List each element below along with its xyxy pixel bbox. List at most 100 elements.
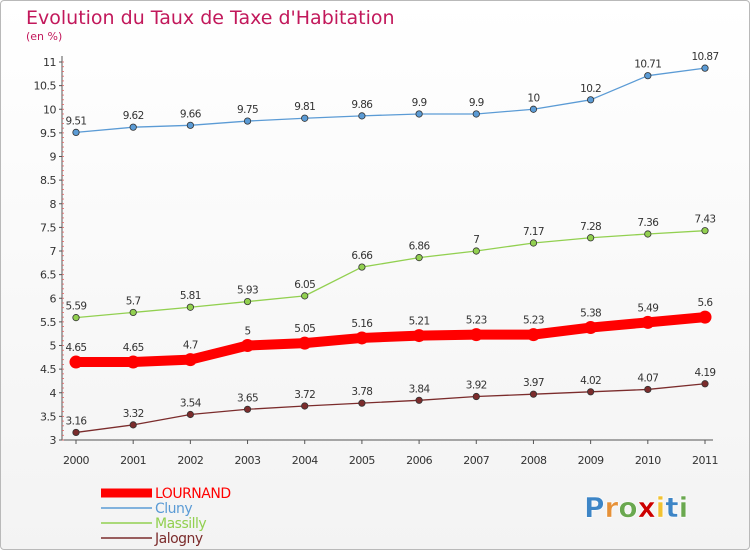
series-cluny: 9.51 9.62 9.66 9.75 9.81 9.86 9.9 9.9 10 10.2 10.7… — [66, 51, 719, 137]
data-point — [469, 328, 483, 342]
data-point — [472, 247, 480, 255]
logo-letter: r — [605, 491, 619, 524]
data-label: 6.05 — [294, 279, 315, 291]
data-label: 5.23 — [523, 315, 544, 327]
data-label: 5.59 — [66, 301, 87, 313]
y-tick-label: 8 — [50, 198, 57, 211]
x-tick-label: 2002 — [177, 454, 203, 467]
data-point — [186, 410, 194, 419]
data-point — [641, 315, 655, 329]
y-tick-label: 3 — [50, 434, 57, 447]
y-tick-label: 5.5 — [40, 316, 56, 329]
data-point — [412, 329, 426, 343]
chart-subtitle: (en %) — [26, 30, 62, 43]
y-tick-label: 8.5 — [40, 174, 56, 187]
data-label: 4.07 — [637, 372, 658, 384]
legend-item: LOURNAND — [101, 486, 231, 502]
data-point — [358, 112, 366, 120]
data-label: 9.9 — [412, 97, 427, 109]
series-lournand: 4.65 4.65 4.7 5 5.05 5.16 5.21 5.23 5.23 5.38 5.49… — [66, 297, 714, 369]
data-point — [183, 353, 197, 367]
data-label: 5.49 — [637, 302, 658, 314]
series-line — [76, 312, 706, 368]
y-tick-label: 4.5 — [40, 363, 56, 376]
data-point — [698, 310, 712, 324]
data-label: 5.21 — [409, 316, 430, 328]
logo-letter: o — [618, 491, 637, 524]
data-point — [358, 399, 366, 407]
data-point — [415, 396, 423, 404]
x-tick-label: 2008 — [520, 454, 546, 467]
data-point — [587, 234, 595, 242]
series-jalogny: 3.16 3.32 3.54 3.65 3.72 3.78 3.84 3.92 3.97 4.02… — [66, 367, 716, 437]
data-label: 4.65 — [66, 342, 87, 354]
x-tick-label: 2007 — [463, 454, 489, 467]
x-tick-label: 2004 — [292, 454, 318, 467]
logo-letter: P — [584, 491, 605, 524]
data-point — [186, 121, 194, 129]
data-label: 5.7 — [126, 295, 141, 307]
data-point — [701, 380, 709, 388]
data-point — [243, 117, 252, 125]
axes: 33.544.555.566.577.588.599.51010.5112000… — [34, 56, 719, 467]
data-label: 9.86 — [351, 99, 373, 111]
legend-item: Cluny — [101, 501, 193, 517]
x-tick-label: 2006 — [406, 454, 432, 467]
data-label: 3.92 — [466, 380, 487, 392]
y-tick-label: 3.5 — [40, 410, 56, 423]
data-label: 10.71 — [634, 59, 661, 71]
data-point — [129, 123, 137, 131]
data-point — [69, 355, 83, 369]
data-point — [472, 110, 480, 118]
y-tick-label: 9 — [50, 151, 57, 164]
data-point — [72, 128, 80, 137]
data-label: 5.6 — [698, 297, 714, 309]
data-point — [301, 402, 309, 410]
data-label: 3.65 — [237, 392, 258, 404]
y-tick-label: 7.5 — [40, 221, 56, 234]
series-layer: 9.51 9.62 9.66 9.75 9.81 9.86 9.9 9.9 10 10.2 10.7… — [66, 51, 719, 437]
logo-letter: x — [638, 491, 656, 524]
data-label: 3.32 — [123, 408, 144, 420]
data-point — [415, 110, 423, 118]
data-point — [526, 328, 540, 342]
data-label: 5.23 — [466, 315, 487, 327]
data-label: 7.28 — [580, 221, 601, 233]
data-label: 3.97 — [523, 377, 544, 389]
data-label: 6.86 — [409, 241, 431, 253]
data-point — [72, 428, 80, 437]
data-point — [529, 390, 538, 398]
data-point — [529, 239, 538, 247]
logo-wordmark: Proxiti — [584, 491, 688, 524]
y-tick-label: 7 — [50, 245, 57, 258]
data-label: 7 — [473, 234, 479, 246]
data-point — [701, 64, 709, 72]
legend-label: LOURNAND — [155, 486, 231, 502]
series-line — [75, 230, 706, 319]
data-point — [243, 405, 252, 413]
logo-letter: i — [679, 491, 689, 524]
data-point — [701, 227, 709, 235]
data-label: 4.65 — [123, 342, 144, 354]
series-line — [75, 383, 706, 434]
data-label: 4.19 — [695, 367, 716, 379]
data-label: 9.62 — [123, 110, 144, 122]
data-label: 7.17 — [523, 226, 544, 238]
data-label: 4.7 — [183, 340, 198, 352]
data-point — [415, 254, 423, 262]
data-label: 5.05 — [294, 323, 315, 335]
series-massilly: 5.59 5.7 5.81 5.93 6.05 6.66 6.86 7 7.17 7.28 7.36… — [66, 214, 716, 322]
x-tick-label: 2000 — [63, 454, 89, 467]
y-tick-label: 11 — [43, 56, 56, 69]
data-label: 5.93 — [237, 285, 258, 297]
data-label: 7.36 — [637, 217, 659, 229]
chart-title: Evolution du Taux de Taxe d'Habitation — [26, 7, 395, 29]
proxiti-logo: Proxiti — [584, 491, 689, 525]
data-point — [72, 314, 80, 322]
legend-label: Massilly — [155, 516, 206, 532]
data-point — [243, 297, 252, 306]
x-tick-label: 2009 — [578, 454, 604, 467]
data-point — [644, 385, 652, 394]
y-tick-label: 5 — [50, 340, 57, 353]
